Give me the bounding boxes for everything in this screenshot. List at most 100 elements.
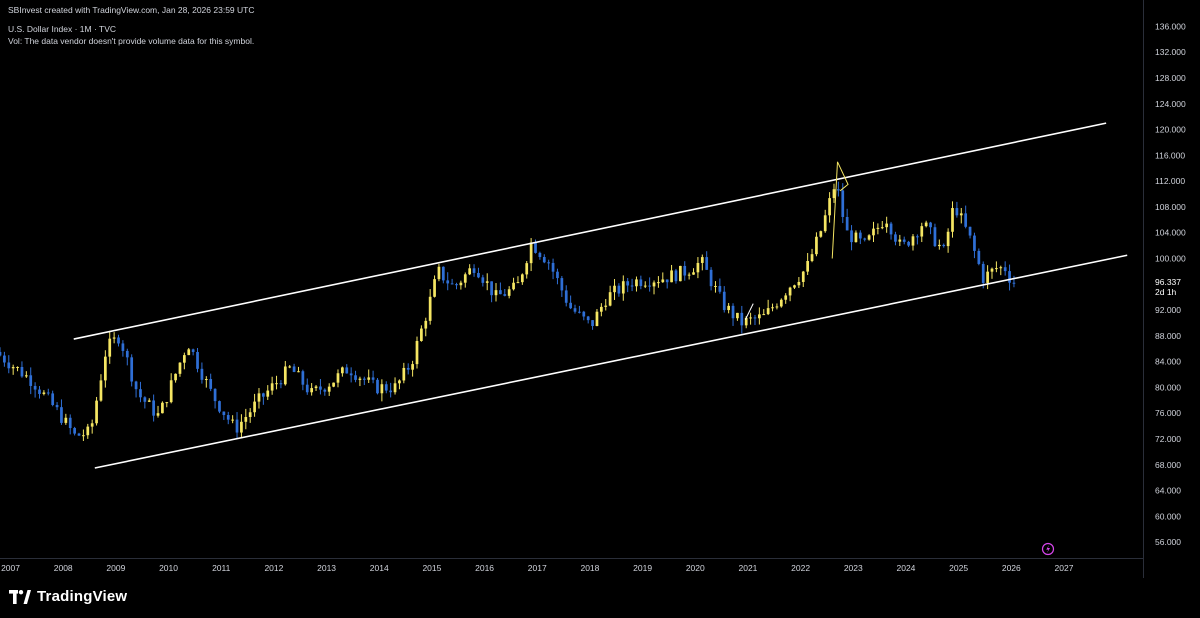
candle — [617, 283, 621, 297]
price-tick-label: 120.000 — [1155, 125, 1186, 135]
candle — [393, 377, 397, 395]
candle — [433, 275, 436, 298]
candle — [727, 302, 731, 314]
candle — [920, 222, 924, 243]
channel-lines — [73, 122, 1128, 469]
candle — [99, 374, 103, 402]
candle — [455, 282, 458, 290]
candle — [143, 396, 147, 409]
time-tick-label: 2027 — [1055, 563, 1074, 573]
candle — [196, 347, 199, 373]
candle — [125, 348, 129, 366]
candle — [867, 234, 871, 241]
candle — [801, 270, 805, 288]
candle — [38, 386, 41, 399]
candle — [376, 378, 379, 395]
channel-lower-line[interactable] — [94, 254, 1128, 469]
candle — [674, 268, 678, 284]
time-tick-label: 2015 — [422, 563, 441, 573]
candle — [968, 226, 972, 239]
candle — [130, 354, 134, 387]
candle — [349, 367, 353, 383]
candle — [174, 373, 177, 383]
time-tick-label: 2017 — [528, 563, 547, 573]
candle — [441, 266, 445, 284]
candle — [714, 281, 717, 293]
candle — [973, 232, 976, 259]
candle — [235, 412, 239, 439]
candle — [437, 263, 441, 282]
time-axis[interactable]: 2007 2008 2009 2010 2011 2012 2013 2014 2015 2016… — [1, 563, 1074, 573]
candle — [929, 221, 932, 235]
candle — [626, 277, 630, 293]
candle — [639, 275, 643, 290]
candle — [7, 355, 11, 374]
lightning-icon[interactable] — [1041, 542, 1055, 556]
candle — [547, 259, 551, 270]
candle — [499, 282, 502, 295]
candle — [424, 317, 428, 337]
price-chart[interactable]: 136.000 132.000 128.000 124.000 120.000 116.0… — [0, 0, 1200, 578]
candle — [788, 286, 792, 302]
candle — [700, 254, 704, 271]
candle — [112, 332, 116, 344]
candle — [775, 303, 779, 310]
candle — [275, 375, 278, 390]
price-axis[interactable]: 136.000 132.000 128.000 124.000 120.000 116.0… — [1145, 21, 1200, 547]
price-tick-label: 112.000 — [1155, 176, 1185, 186]
candle — [270, 376, 274, 395]
candle — [959, 208, 963, 224]
candle — [507, 286, 511, 299]
candle — [863, 237, 867, 242]
candle — [450, 278, 454, 285]
zigzag-annotation[interactable] — [831, 161, 849, 259]
candle — [933, 223, 937, 248]
candle — [358, 376, 362, 387]
candle — [134, 380, 138, 398]
candlestick-series — [0, 181, 1016, 441]
candle — [578, 305, 581, 314]
candle — [599, 303, 603, 317]
price-tick-label: 132.000 — [1155, 47, 1186, 57]
candle — [696, 257, 700, 279]
candle — [718, 278, 722, 294]
time-tick-label: 2019 — [633, 563, 652, 573]
price-tick-label: 128.000 — [1155, 73, 1186, 83]
candle — [161, 401, 164, 414]
price-tick-label: 104.000 — [1155, 228, 1186, 238]
candle — [810, 248, 814, 263]
candle — [797, 277, 801, 289]
candle — [481, 274, 485, 287]
volume-info: Vol: The data vendor doesn't provide vol… — [8, 36, 255, 46]
candle — [345, 364, 349, 374]
tradingview-logo[interactable]: TradingView — [9, 588, 127, 605]
candle — [121, 340, 125, 357]
candle — [371, 370, 375, 384]
candle — [889, 221, 893, 240]
candle — [0, 347, 2, 357]
candle — [643, 281, 647, 289]
time-tick-label: 2021 — [738, 563, 757, 573]
candle — [82, 429, 85, 441]
candle — [1012, 275, 1016, 288]
candle — [924, 220, 928, 228]
candle — [771, 303, 774, 312]
candle — [586, 315, 590, 324]
candle — [661, 272, 665, 283]
candle — [902, 236, 906, 245]
candle — [990, 267, 994, 279]
candle — [494, 283, 498, 302]
candle — [310, 383, 314, 396]
time-tick-label: 2023 — [844, 563, 863, 573]
channel-upper-line[interactable] — [73, 122, 1107, 340]
symbol-info[interactable]: U.S. Dollar Index · 1M · TVC — [8, 24, 117, 34]
candle — [11, 364, 15, 375]
time-tick-label: 2011 — [212, 563, 231, 573]
candle — [823, 209, 827, 233]
candle — [858, 230, 862, 245]
candle — [51, 390, 55, 407]
candle — [156, 405, 160, 418]
arrow-annotation[interactable] — [744, 303, 754, 320]
time-tick-label: 2007 — [1, 563, 20, 573]
candle — [657, 276, 660, 288]
